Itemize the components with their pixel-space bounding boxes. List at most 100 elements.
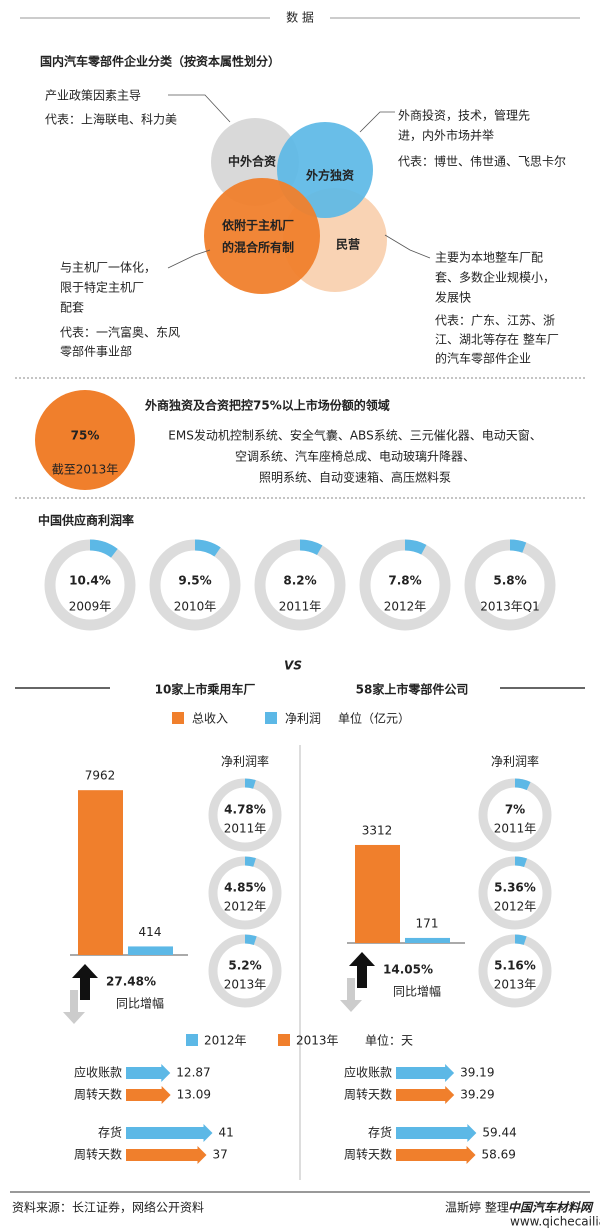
- bar-value: 3312: [362, 823, 393, 837]
- share-date: 截至2013年: [52, 463, 119, 477]
- note-text: 外商投资，技术，管理先: [398, 108, 530, 123]
- note-text: 进，内外市场并举: [398, 128, 494, 143]
- bar-value: 414: [139, 925, 162, 939]
- venn-label: 民营: [336, 237, 360, 252]
- turnover-value: 41: [219, 1126, 234, 1140]
- note-example: 代表：广东、江苏、浙: [435, 314, 555, 328]
- margin-year: 2011年: [494, 822, 537, 836]
- margin-year: 2011年: [224, 822, 267, 836]
- margin-year: 2012年: [494, 900, 537, 914]
- turnover-arrow: [126, 1124, 213, 1142]
- section-title: 外商独资及合资把控75%以上市场份额的领域: [145, 398, 390, 413]
- up-arrow: [349, 952, 375, 988]
- donut-arc: [254, 539, 346, 631]
- note-example: 代表：上海联电、科力美: [45, 112, 177, 127]
- turnover-arrow: [126, 1146, 207, 1164]
- turnover-value: 39.19: [460, 1066, 494, 1080]
- margin-value: 8.2%: [283, 574, 316, 588]
- section-title: 中国供应商利润率: [38, 513, 134, 528]
- watermark: 中国汽车材料网: [508, 1201, 594, 1215]
- margin-value: 4.78%: [224, 803, 266, 817]
- compare-title: 58家上市零部件公司: [356, 682, 469, 697]
- note-text: 套、多数企业规模小，: [435, 270, 555, 285]
- margin-year: 2013年Q1: [480, 600, 540, 614]
- legend-label: 总收入: [192, 712, 228, 726]
- legend-swatch: [265, 712, 277, 724]
- turnover-value: 59.44: [482, 1126, 516, 1140]
- donut-arc: [208, 934, 282, 1008]
- turnover-arrow: [396, 1124, 477, 1142]
- up-arrow: [72, 964, 98, 1000]
- margin-year: 2010年: [174, 600, 217, 614]
- margin-value: 5.2%: [228, 959, 261, 973]
- turnover-value: 12.87: [176, 1066, 210, 1080]
- footer-author: 温斯婷 整理: [445, 1200, 509, 1215]
- note-example: 零部件事业部: [60, 344, 132, 359]
- venn-label: 依附于主机厂: [222, 218, 294, 233]
- legend-label: 2012年: [204, 1034, 247, 1048]
- margin-year: 2012年: [224, 900, 267, 914]
- turnover-value: 37: [213, 1148, 228, 1162]
- margin-title: 净利润率: [491, 754, 539, 769]
- margin-value: 9.5%: [178, 574, 211, 588]
- donut-arc: [478, 934, 552, 1008]
- venn-label: 外方独资: [306, 168, 354, 183]
- legend-swatch: [186, 1034, 198, 1046]
- donut-arc: [44, 539, 136, 631]
- margin-year: 2012年: [384, 600, 427, 614]
- bar: [355, 844, 400, 943]
- legend-unit: 单位（亿元）: [338, 711, 410, 726]
- share-badge: [35, 390, 135, 490]
- margin-year: 2013年: [494, 978, 537, 992]
- field-line: EMS发动机控制系统、安全气囊、ABS系统、三元催化器、电动天窗、: [168, 428, 541, 443]
- venn-circle: [204, 178, 320, 294]
- field-line: 空调系统、汽车座椅总成、电动玻璃升降器、: [235, 449, 475, 464]
- donut-arc: [359, 539, 451, 631]
- donut-arc: [478, 778, 552, 852]
- turnover-label: 周转天数: [344, 1147, 392, 1162]
- turnover-label: 存货: [98, 1125, 122, 1140]
- connectors: [167, 94, 431, 269]
- growth-label: 同比增幅: [393, 984, 441, 999]
- note-text: 主要为本地整车厂配: [435, 250, 543, 265]
- turnover-arrow: [125, 1064, 171, 1082]
- note-text: 限于特定主机厂: [60, 280, 144, 295]
- bar: [128, 946, 173, 955]
- note-example: 代表：博世、伟世通、飞思卡尔: [398, 154, 566, 169]
- turnover-label: 应收账款: [344, 1065, 392, 1080]
- note-example: 的汽车零部件企业: [435, 351, 531, 366]
- margin-title: 净利润率: [221, 754, 269, 769]
- section-title: 国内汽车零部件企业分类（按资本属性划分）: [40, 54, 280, 69]
- legend-unit: 单位：天: [365, 1033, 413, 1048]
- venn-label: 的混合所有制: [222, 240, 294, 255]
- turnover-label: 应收账款: [74, 1065, 122, 1080]
- turnover-arrow: [126, 1086, 171, 1104]
- turnover-arrow: [396, 1086, 455, 1104]
- field-line: 照明系统、自动变速箱、高压燃料泵: [259, 470, 451, 485]
- donut-arc: [149, 539, 241, 631]
- legend-label: 净利润: [285, 712, 321, 726]
- turnover-label: 存货: [368, 1125, 392, 1140]
- growth-value: 27.48%: [106, 975, 156, 989]
- header-tag: 数 据: [286, 10, 314, 25]
- vs: VS: [284, 659, 302, 673]
- margin-value: 4.85%: [224, 881, 266, 895]
- share-value: 75%: [71, 429, 100, 443]
- donut-arc: [464, 539, 556, 631]
- down-arrow: [340, 978, 362, 1012]
- margin-value: 5.16%: [494, 959, 536, 973]
- margin-year: 2009年: [69, 600, 112, 614]
- bar-value: 7962: [85, 769, 116, 783]
- margin-value: 7.8%: [388, 574, 421, 588]
- margin-value: 5.8%: [493, 574, 526, 588]
- note-text: 配套: [60, 301, 84, 315]
- donut-arc: [208, 856, 282, 930]
- venn-label: 中外合资: [228, 154, 276, 169]
- note-text: 产业政策因素主导: [45, 89, 141, 103]
- turnover-arrow: [396, 1146, 476, 1164]
- legend-swatch: [278, 1034, 290, 1046]
- down-arrow: [63, 990, 85, 1024]
- compare-title: 10家上市乘用车厂: [155, 682, 256, 697]
- turnover-value: 58.69: [482, 1148, 516, 1162]
